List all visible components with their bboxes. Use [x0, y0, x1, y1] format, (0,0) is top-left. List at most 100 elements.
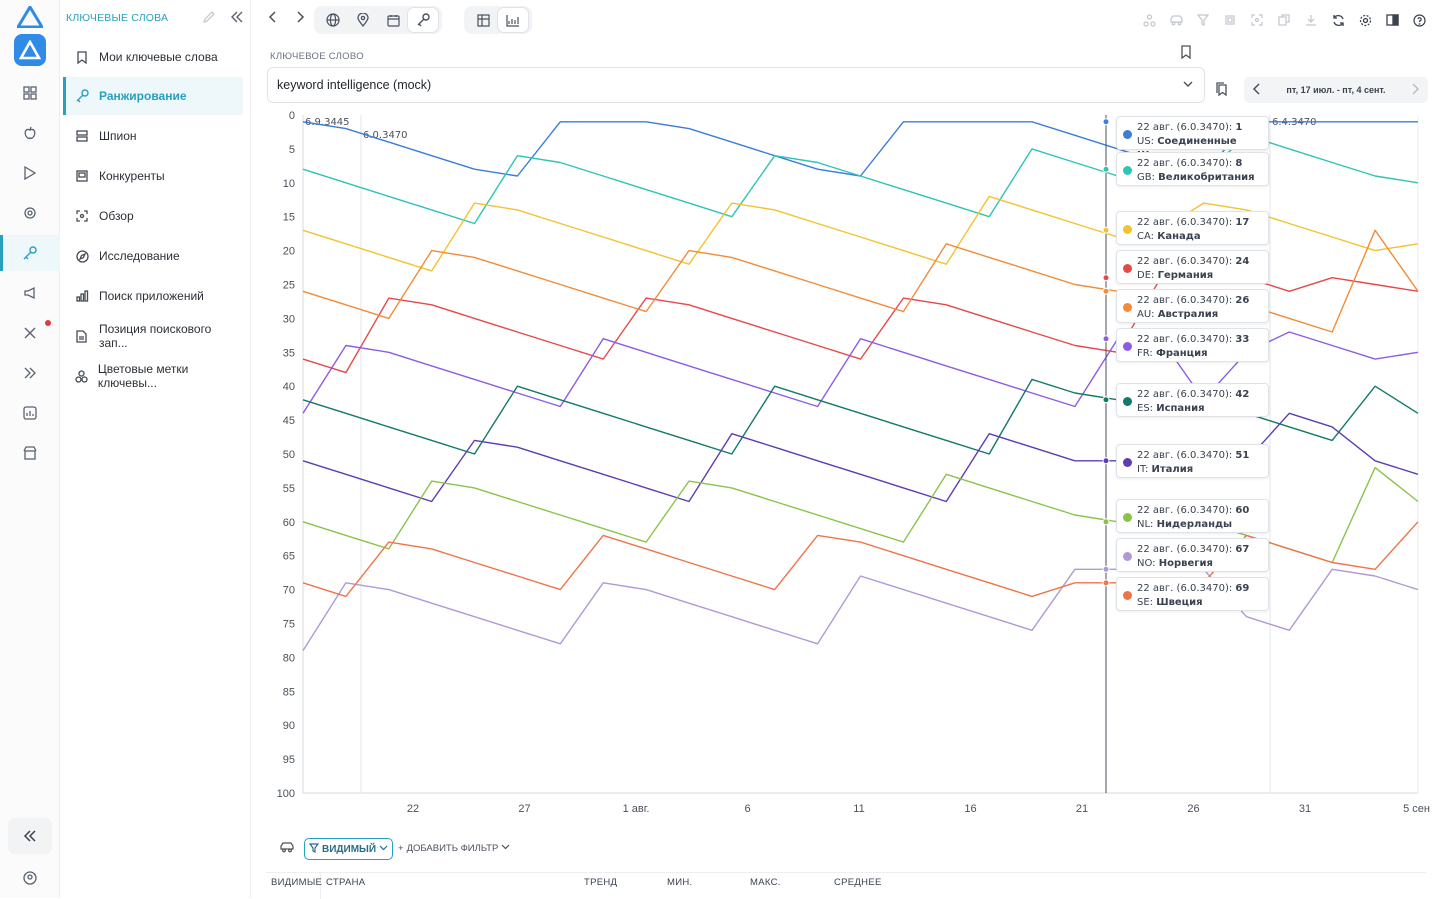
- y-tick-label: 80: [283, 652, 295, 664]
- series-color-dot: [1123, 591, 1132, 600]
- google-play-icon[interactable]: [0, 155, 60, 191]
- collapse-sidebar-icon[interactable]: [230, 10, 244, 28]
- screenshot-icon[interactable]: [1248, 11, 1266, 29]
- series-color-dot: [1123, 397, 1132, 406]
- series-color-dot: [1123, 303, 1132, 312]
- refresh-icon[interactable]: [1329, 11, 1347, 29]
- hover-point-se: [1102, 579, 1110, 587]
- column-country[interactable]: СТРАНА: [326, 877, 366, 888]
- tooltip-country-name: Испания: [1156, 403, 1205, 414]
- target-icon[interactable]: [0, 195, 60, 231]
- keywords-rail-icon[interactable]: [0, 235, 60, 271]
- tooltip-country-name: Великобритания: [1158, 172, 1255, 183]
- tooltip-nl: 22 авг. (6.0.3470): 60 NL: Нидерланды: [1116, 499, 1269, 533]
- next-range-icon[interactable]: [1410, 82, 1420, 98]
- column-max[interactable]: МАКС.: [750, 877, 781, 888]
- forward-arrow-icon[interactable]: [294, 10, 306, 29]
- download-icon[interactable]: [1302, 11, 1320, 29]
- y-tick-label: 95: [283, 754, 295, 766]
- keyword-select[interactable]: keyword intelligence (mock): [267, 67, 1205, 103]
- ab-test-icon[interactable]: [0, 355, 60, 391]
- tooltip-country-name: Германия: [1157, 270, 1214, 281]
- collapse-rail-button[interactable]: [8, 818, 52, 854]
- location-pin-icon[interactable]: [348, 8, 378, 32]
- chart-view-icon[interactable]: [498, 8, 528, 32]
- add-filter-button[interactable]: + ДОБАВИТЬ ФИЛЬТР: [398, 842, 510, 854]
- x-tick-label: 16: [964, 803, 976, 815]
- sidebar-item-app-search[interactable]: Поиск приложений: [63, 277, 243, 315]
- sidebar-item-overview[interactable]: Обзор: [63, 197, 243, 235]
- tooltip-de: 22 авг. (6.0.3470): 24 DE: Германия: [1116, 250, 1269, 284]
- sidebar-item-color-tags[interactable]: Цветовые метки ключевы...: [63, 357, 243, 395]
- globe-icon[interactable]: [318, 8, 348, 32]
- x-tick-label: 5 сен: [1403, 803, 1430, 815]
- tooltip-it: 22 авг. (6.0.3470): 51 IT: Италия: [1116, 444, 1269, 478]
- tooltip-country-name: Швеция: [1156, 597, 1203, 608]
- series-line-fr: [302, 331, 1419, 414]
- tooltip-rank: 26: [1235, 295, 1250, 306]
- prev-range-icon[interactable]: [1252, 82, 1262, 98]
- spy-icon: [71, 130, 93, 142]
- chevron-down-icon: [379, 843, 388, 855]
- sidebar-item-my-keywords[interactable]: Мои ключевые слова: [63, 38, 243, 76]
- tooltip-country-code: GB:: [1137, 172, 1159, 183]
- tooltip-date: 22 авг. (6.0.3470):: [1137, 256, 1236, 267]
- sidebar-item-spy[interactable]: Шпион: [63, 117, 243, 155]
- megaphone-icon[interactable]: [0, 275, 60, 311]
- sidebar-item-ranking[interactable]: Ранжирование: [63, 77, 243, 115]
- dashboard-icon[interactable]: [0, 75, 60, 111]
- tooltip-country-name: Норвегия: [1158, 558, 1213, 569]
- settings-gear-icon[interactable]: [1356, 11, 1374, 29]
- tools-icon[interactable]: [0, 315, 60, 351]
- back-arrow-icon[interactable]: [267, 10, 279, 29]
- tooltip-rank: 17: [1235, 217, 1250, 228]
- series-color-dot: [1123, 342, 1132, 351]
- hover-point-ca: [1102, 226, 1110, 234]
- series-color-dot: [1123, 225, 1132, 234]
- help-icon[interactable]: [1410, 11, 1428, 29]
- x-tick-label: 21: [1076, 803, 1088, 815]
- filter-settings-icon[interactable]: [280, 841, 294, 859]
- key-icon: [71, 89, 93, 103]
- sidebar-item-label: Цветовые метки ключевы...: [97, 362, 189, 390]
- tooltip-country-code: SE:: [1137, 597, 1157, 608]
- top-right-actions: [1140, 11, 1428, 29]
- bookmark-keyword-icon[interactable]: [1180, 45, 1192, 64]
- key-tool-icon[interactable]: [408, 8, 438, 32]
- store-icon[interactable]: [0, 435, 60, 471]
- chip-icon[interactable]: [1221, 11, 1239, 29]
- column-trend[interactable]: ТРЕНД: [584, 877, 618, 888]
- tooltip-rank: 24: [1235, 256, 1250, 267]
- sidebar-item-label: Мои ключевые слова: [99, 50, 218, 64]
- table-view-icon[interactable]: [468, 8, 498, 32]
- reports-icon[interactable]: [0, 395, 60, 431]
- sidebar-item-competitors[interactable]: Конкуренты: [63, 157, 243, 195]
- edit-icon[interactable]: [202, 10, 216, 29]
- hover-point-no: [1102, 565, 1110, 573]
- date-range-picker[interactable]: пт, 17 июл. - пт, 4 сент.: [1244, 77, 1428, 103]
- account-icon[interactable]: [0, 860, 60, 896]
- y-tick-label: 100: [277, 788, 295, 800]
- copy-icon[interactable]: [1275, 11, 1293, 29]
- saved-keywords-icon[interactable]: [1216, 82, 1228, 101]
- tooltip-rank: 60: [1235, 505, 1250, 516]
- sidebar-item-search-position[interactable]: Позиция поискового зап...: [63, 317, 243, 355]
- column-visible[interactable]: ВИДИМЫЕ: [271, 877, 323, 888]
- column-min[interactable]: МИН.: [667, 877, 693, 888]
- tooltip-no: 22 авг. (6.0.3470): 67 NO: Норвегия: [1116, 538, 1269, 572]
- panel-toggle-icon[interactable]: [1383, 11, 1401, 29]
- tooltip-country-code: FR:: [1137, 348, 1156, 359]
- hover-point-gb: [1102, 165, 1110, 173]
- plus-icon: +: [398, 842, 404, 854]
- app-switch-button[interactable]: [14, 34, 46, 66]
- network-icon[interactable]: [1140, 11, 1158, 29]
- chevron-down-icon: [1182, 78, 1194, 93]
- tooltip-date: 22 авг. (6.0.3470):: [1137, 583, 1236, 594]
- apple-icon[interactable]: [0, 115, 60, 151]
- visible-filter-button[interactable]: ВИДИМЫЙ: [304, 838, 394, 860]
- calendar-icon[interactable]: [378, 8, 408, 32]
- sidebar-item-research[interactable]: Исследование: [63, 237, 243, 275]
- car-icon[interactable]: [1167, 11, 1185, 29]
- column-average[interactable]: СРЕДНЕЕ: [834, 877, 882, 888]
- filter-icon[interactable]: [1194, 11, 1212, 29]
